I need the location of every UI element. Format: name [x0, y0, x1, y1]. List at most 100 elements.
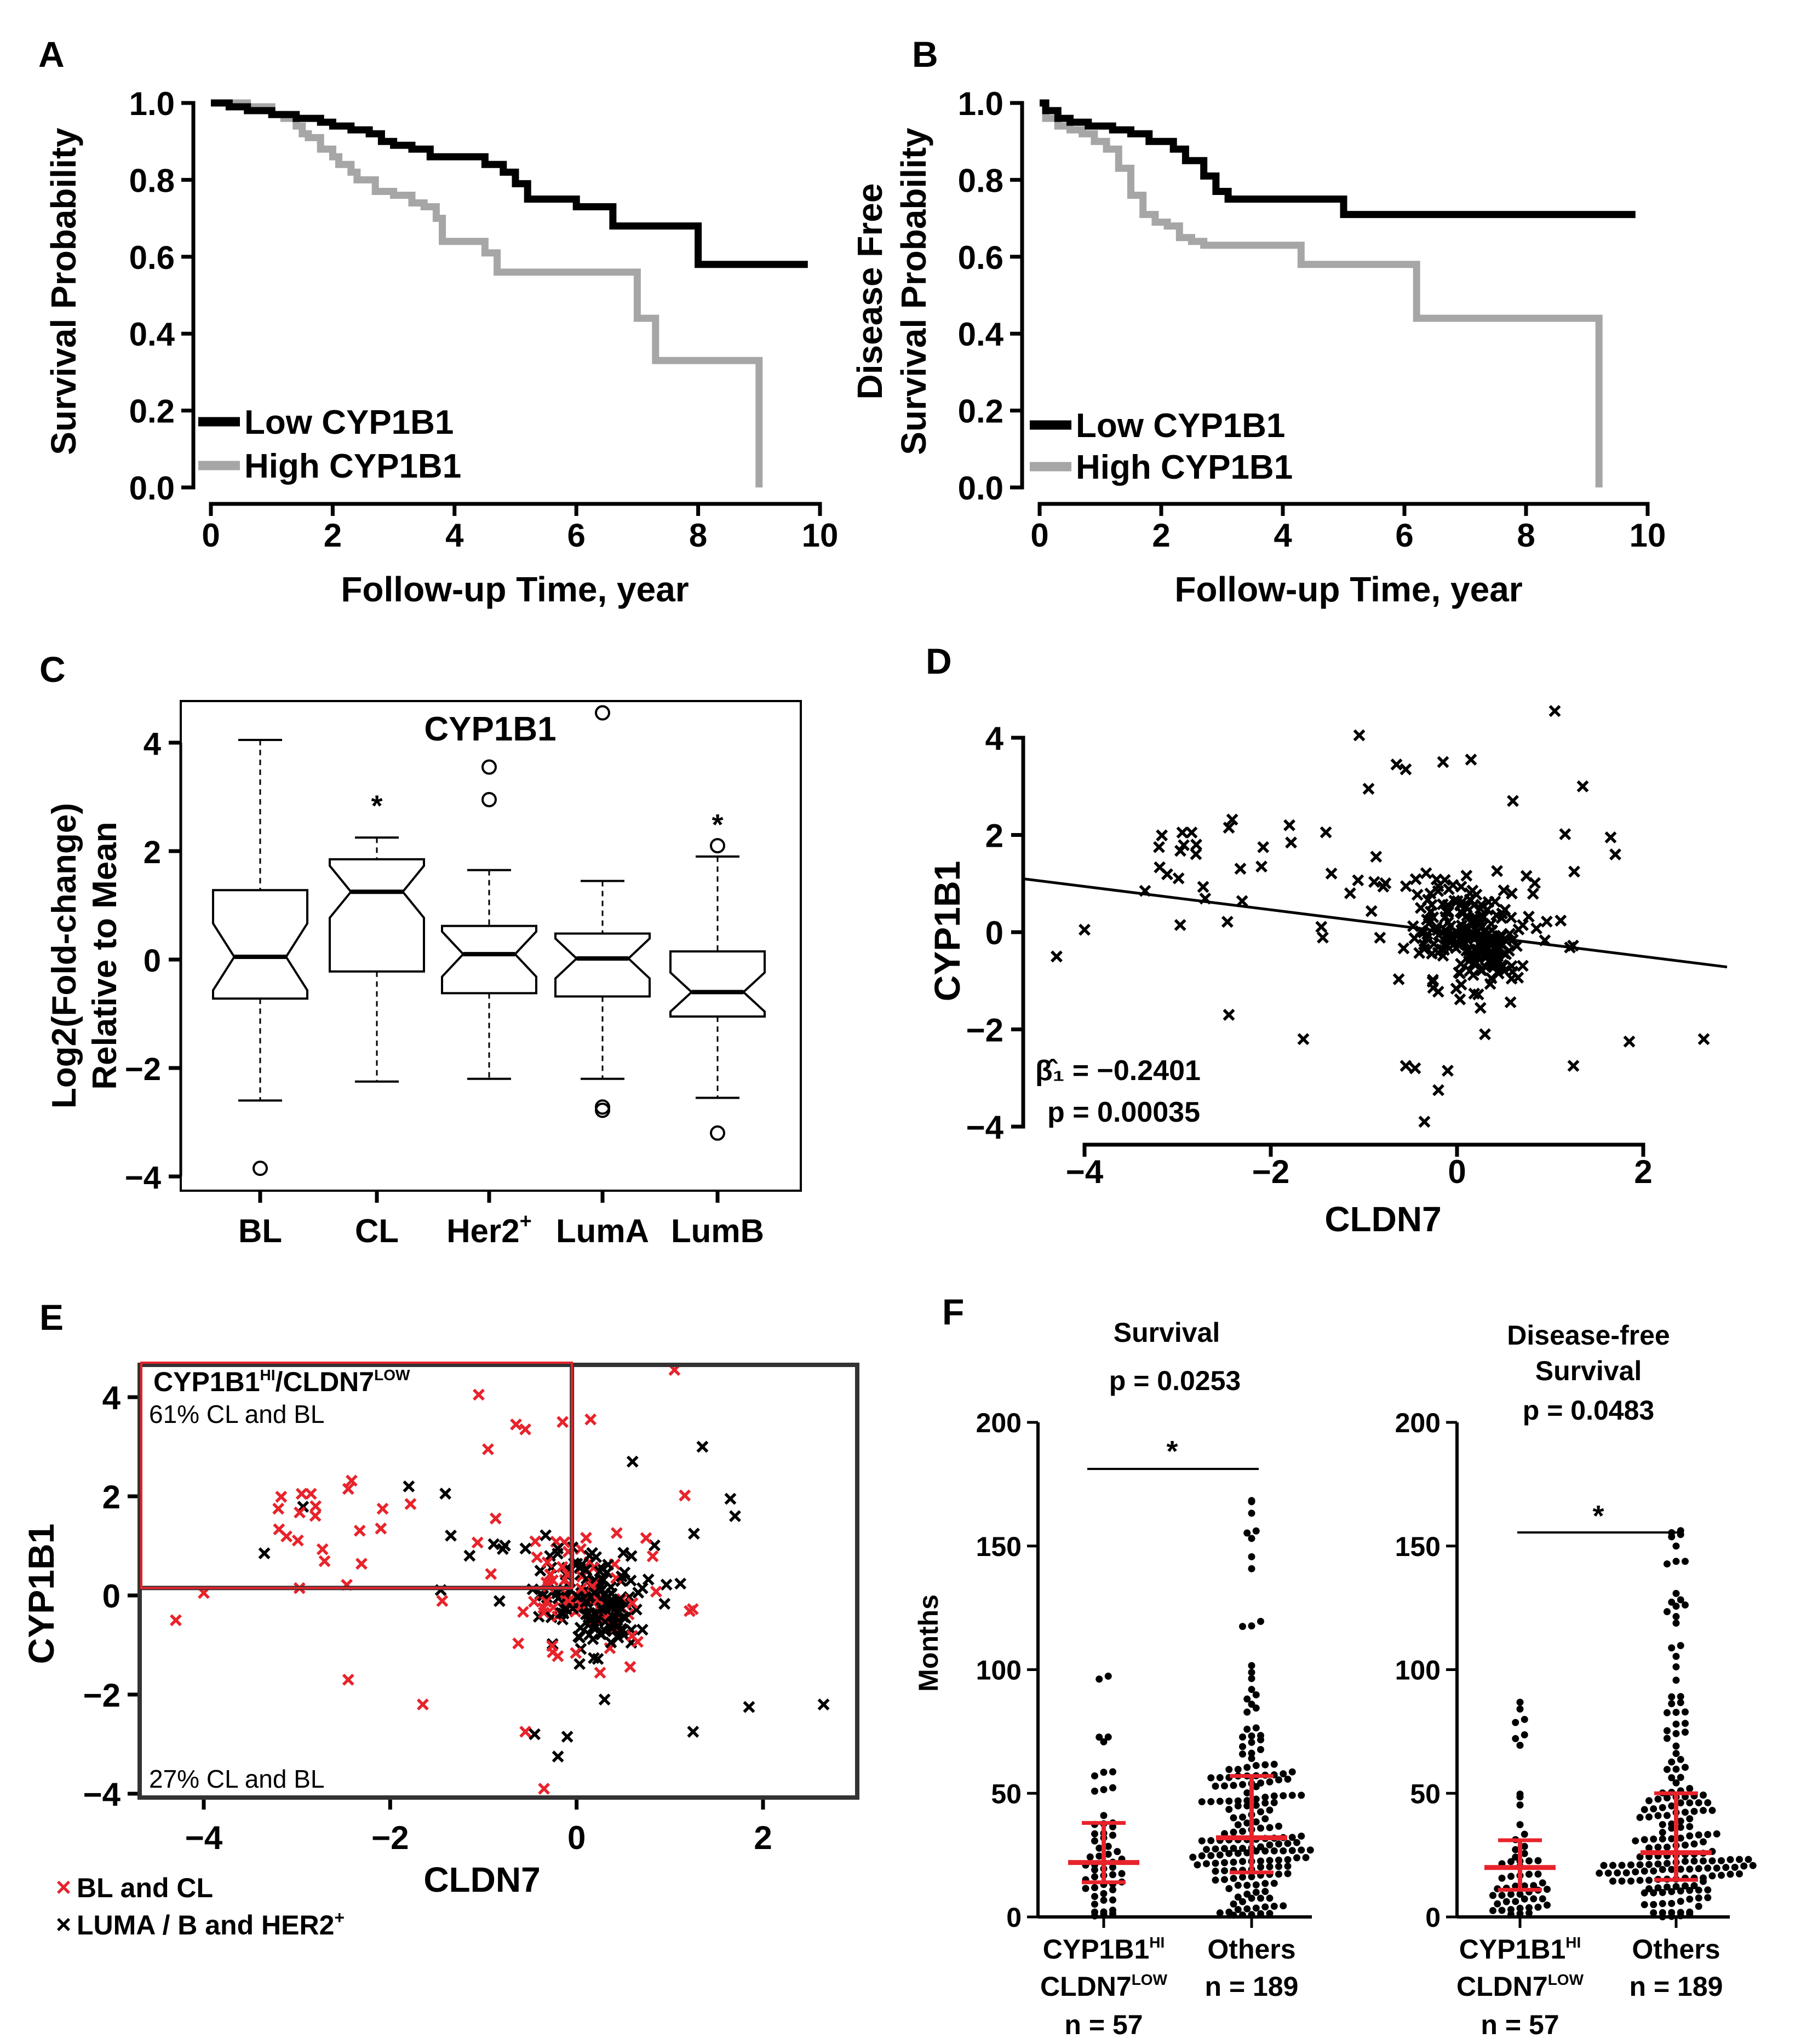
- data-dot: [1677, 1699, 1684, 1707]
- data-dot: [1261, 1799, 1269, 1807]
- data-dot: [1257, 1824, 1264, 1832]
- f1-n-hi: n = 57: [1064, 2009, 1143, 2040]
- data-dot: [1664, 1735, 1671, 1742]
- data-dot: [1521, 1895, 1528, 1903]
- data-dot: [1243, 1890, 1251, 1898]
- data-dot: [1682, 1601, 1689, 1609]
- data-dot: [1234, 1906, 1242, 1914]
- scatter-point: [1399, 763, 1412, 776]
- data-dot: [1248, 1686, 1255, 1693]
- panel-c-ylabel-1: Log2(Fold-change): [45, 803, 83, 1109]
- y-tick-label: 50: [991, 1778, 1022, 1809]
- data-dot: [1516, 1904, 1524, 1912]
- scatter-point: [1315, 921, 1328, 933]
- panel-e-axes: −4 −2 0 2 4 −4 −2 0 2: [83, 1380, 772, 1856]
- data-dot: [1234, 1797, 1242, 1805]
- scatter-point-luma-her2: [625, 1550, 638, 1563]
- scatter-point-luma-her2: [615, 1622, 628, 1635]
- data-dot: [1234, 1881, 1242, 1889]
- data-dot: [1252, 1888, 1260, 1896]
- scatter-point: [1443, 883, 1455, 895]
- scatter-point: [1432, 985, 1444, 998]
- data-dot: [1672, 1730, 1680, 1737]
- data-dot: [1713, 1830, 1720, 1838]
- data-dot: [1266, 1778, 1274, 1785]
- data-dot: [1695, 1894, 1702, 1902]
- data-dot: [1248, 1749, 1255, 1757]
- scatter-point: [1507, 795, 1519, 807]
- scatter-point-luma-her2: [557, 1607, 570, 1620]
- scatter-point-luma-her2: [687, 1528, 700, 1540]
- data-dot: [1239, 1743, 1246, 1750]
- scatter-point-bl-cl: [679, 1489, 691, 1502]
- data-dot: [1516, 1742, 1524, 1749]
- scatter-point: [1362, 783, 1375, 795]
- scatter-point-luma-her2: [626, 1455, 639, 1468]
- scatter-point: [1479, 952, 1492, 964]
- data-dot: [1672, 1709, 1680, 1716]
- scatter-point: [1492, 967, 1505, 980]
- x-tick-label: 10: [802, 517, 839, 554]
- data-dot: [1207, 1798, 1215, 1806]
- y-tick-label: 50: [1410, 1778, 1441, 1809]
- data-dot: [1695, 1799, 1702, 1806]
- x-tick-label: 0: [202, 517, 220, 554]
- data-dot: [1104, 1733, 1112, 1741]
- data-dot: [1109, 1784, 1116, 1792]
- box-her2-outlier: [481, 759, 497, 775]
- data-dot: [1100, 1785, 1108, 1793]
- scatter-point-bl-cl: [580, 1531, 592, 1544]
- data-dot: [1257, 1779, 1264, 1787]
- data-dot: [1650, 1889, 1657, 1897]
- legend-high-label: High CYP1B1: [1076, 449, 1293, 486]
- data-dot: [1668, 1820, 1676, 1828]
- data-dot: [1257, 1808, 1264, 1816]
- data-dot: [1261, 1903, 1269, 1911]
- data-dot: [1261, 1847, 1269, 1855]
- data-dot: [1100, 1812, 1108, 1819]
- scatter-point-luma-her2: [642, 1574, 655, 1586]
- scatter-point-luma-her2: [617, 1611, 629, 1623]
- scatter-point: [1567, 1060, 1580, 1072]
- data-dot: [1203, 1846, 1210, 1853]
- data-dot: [1682, 1857, 1689, 1865]
- data-dot: [1677, 1642, 1684, 1650]
- data-dot: [1682, 1841, 1689, 1849]
- scatter-point-luma-her2: [611, 1599, 623, 1611]
- data-dot: [1221, 1876, 1228, 1884]
- scatter-point-luma-her2: [588, 1587, 600, 1599]
- scatter-point-bl-cl: [273, 1523, 285, 1536]
- scatter-point: [1283, 819, 1295, 831]
- data-dot: [1270, 1902, 1278, 1910]
- panel-f-ylabel: Months: [913, 1594, 944, 1692]
- data-dot: [1677, 1799, 1684, 1807]
- data-dot: [1270, 1847, 1278, 1854]
- x-tick-label: 2: [324, 517, 342, 554]
- panel-e-lower-note: 27% CL and BL: [149, 1765, 325, 1793]
- data-dot: [1516, 1891, 1524, 1898]
- scatter-point-bl-cl: [544, 1568, 557, 1581]
- scatter-point-luma-her2: [598, 1693, 611, 1706]
- scatter-point-bl-cl: [294, 1506, 306, 1519]
- data-dot: [1216, 1909, 1224, 1917]
- scatter-point-luma-her2: [817, 1698, 830, 1711]
- scatter-point: [1450, 983, 1462, 995]
- data-dot: [1114, 1848, 1121, 1856]
- data-dot: [1650, 1867, 1657, 1875]
- data-dot: [1498, 1874, 1506, 1882]
- scatter-point: [1368, 876, 1380, 888]
- data-dot: [1740, 1862, 1748, 1870]
- data-dot: [1095, 1852, 1103, 1860]
- scatter-point: [1520, 870, 1533, 882]
- data-dot: [1239, 1813, 1246, 1821]
- data-dot: [1239, 1858, 1246, 1865]
- scatter-point-bl-cl: [473, 1388, 485, 1401]
- data-dot: [1654, 1795, 1662, 1803]
- scatter-point-luma-her2: [636, 1582, 649, 1594]
- data-dot: [1091, 1873, 1098, 1881]
- data-dot: [1677, 1693, 1684, 1701]
- y-tick-label: −2: [125, 1052, 161, 1087]
- scatter-point-bl-cl: [291, 1534, 304, 1547]
- scatter-point: [1468, 987, 1481, 1000]
- data-dot: [1677, 1834, 1684, 1842]
